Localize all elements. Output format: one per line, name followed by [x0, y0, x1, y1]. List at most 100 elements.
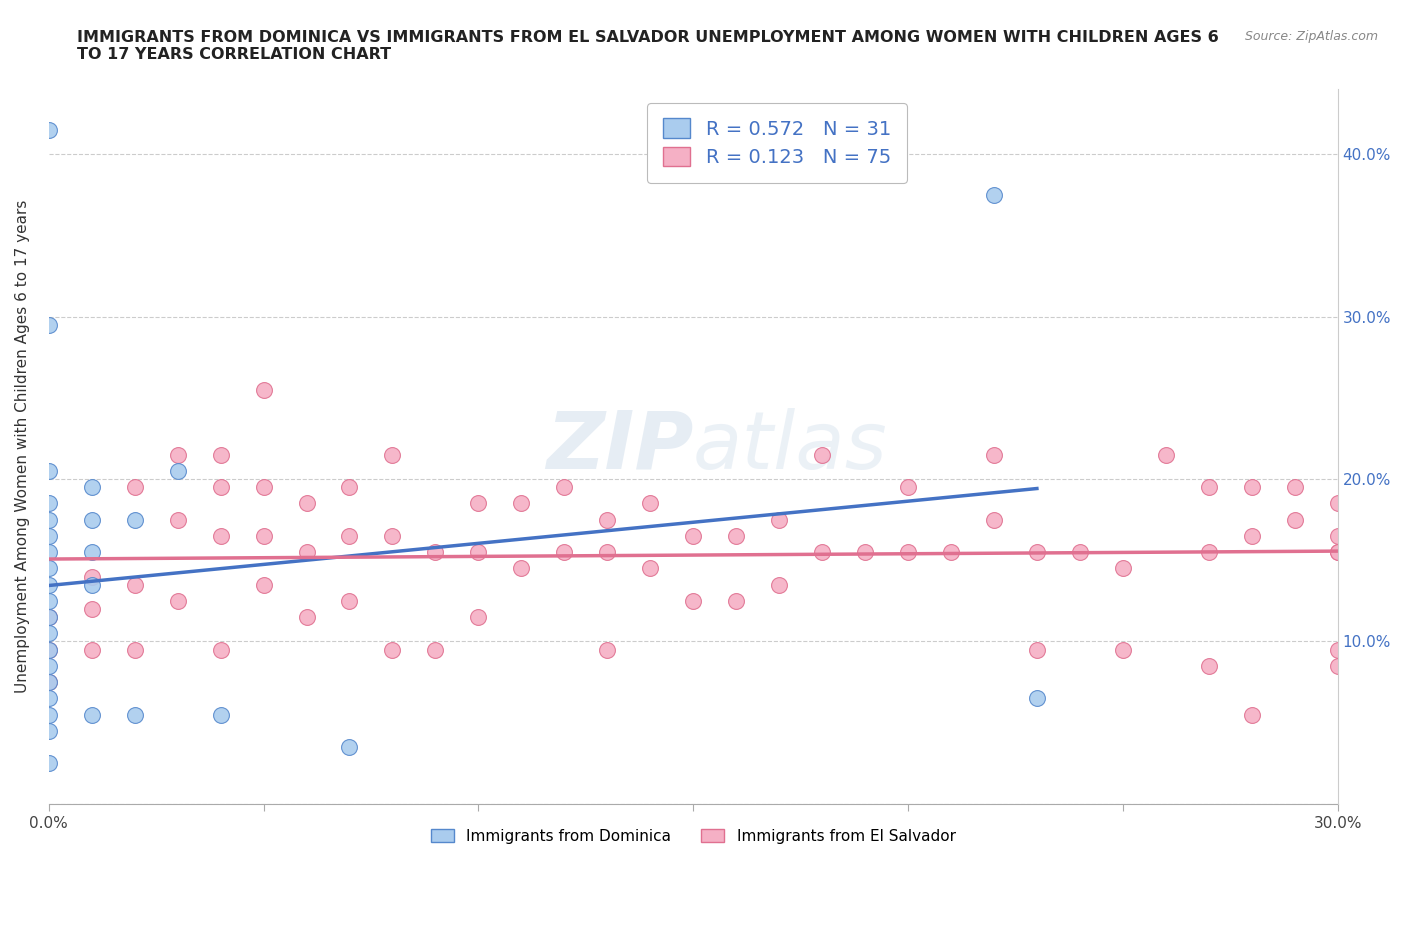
Point: [1112, 561, 1135, 576]
Point: [596, 512, 619, 527]
Point: [381, 642, 404, 657]
Point: [467, 496, 489, 511]
Point: [124, 480, 146, 495]
Point: [1326, 496, 1348, 511]
Legend: Immigrants from Dominica, Immigrants from El Salvador: Immigrants from Dominica, Immigrants fro…: [425, 822, 962, 850]
Point: [38, 756, 60, 771]
Point: [510, 561, 533, 576]
Point: [897, 545, 920, 560]
Point: [983, 512, 1005, 527]
Point: [252, 578, 274, 592]
Point: [510, 496, 533, 511]
Point: [252, 382, 274, 397]
Point: [381, 528, 404, 543]
Text: Source: ZipAtlas.com: Source: ZipAtlas.com: [1244, 30, 1378, 43]
Point: [124, 578, 146, 592]
Point: [553, 480, 575, 495]
Point: [682, 528, 704, 543]
Point: [467, 610, 489, 625]
Point: [1326, 528, 1348, 543]
Point: [1326, 545, 1348, 560]
Point: [38, 545, 60, 560]
Point: [1025, 691, 1047, 706]
Point: [725, 593, 748, 608]
Point: [38, 593, 60, 608]
Point: [38, 691, 60, 706]
Point: [38, 707, 60, 722]
Point: [596, 545, 619, 560]
Point: [209, 447, 232, 462]
Point: [80, 707, 103, 722]
Point: [295, 610, 318, 625]
Point: [38, 642, 60, 657]
Point: [38, 512, 60, 527]
Point: [295, 545, 318, 560]
Point: [1198, 658, 1220, 673]
Point: [38, 496, 60, 511]
Text: IMMIGRANTS FROM DOMINICA VS IMMIGRANTS FROM EL SALVADOR UNEMPLOYMENT AMONG WOMEN: IMMIGRANTS FROM DOMINICA VS IMMIGRANTS F…: [77, 30, 1219, 62]
Point: [1240, 480, 1263, 495]
Point: [166, 593, 188, 608]
Point: [166, 512, 188, 527]
Point: [1198, 480, 1220, 495]
Point: [1284, 512, 1306, 527]
Point: [1154, 447, 1177, 462]
Point: [1326, 545, 1348, 560]
Point: [1112, 642, 1135, 657]
Point: [38, 724, 60, 738]
Point: [38, 610, 60, 625]
Point: [124, 512, 146, 527]
Point: [939, 545, 962, 560]
Point: [80, 569, 103, 584]
Point: [252, 528, 274, 543]
Point: [295, 496, 318, 511]
Point: [1069, 545, 1091, 560]
Point: [1284, 480, 1306, 495]
Point: [38, 610, 60, 625]
Point: [80, 642, 103, 657]
Point: [425, 545, 447, 560]
Point: [209, 528, 232, 543]
Point: [638, 496, 661, 511]
Point: [124, 642, 146, 657]
Point: [38, 317, 60, 332]
Point: [38, 642, 60, 657]
Point: [339, 480, 361, 495]
Point: [682, 593, 704, 608]
Point: [768, 578, 790, 592]
Point: [596, 642, 619, 657]
Text: atlas: atlas: [693, 407, 889, 485]
Point: [80, 480, 103, 495]
Point: [425, 642, 447, 657]
Point: [252, 480, 274, 495]
Point: [1240, 528, 1263, 543]
Point: [1326, 642, 1348, 657]
Point: [467, 545, 489, 560]
Point: [853, 545, 876, 560]
Point: [166, 463, 188, 478]
Point: [209, 480, 232, 495]
Point: [638, 561, 661, 576]
Point: [80, 602, 103, 617]
Point: [38, 463, 60, 478]
Point: [38, 674, 60, 689]
Point: [811, 545, 834, 560]
Point: [80, 578, 103, 592]
Point: [725, 528, 748, 543]
Point: [1025, 642, 1047, 657]
Point: [339, 593, 361, 608]
Point: [811, 447, 834, 462]
Point: [166, 447, 188, 462]
Point: [339, 528, 361, 543]
Point: [124, 707, 146, 722]
Point: [1326, 658, 1348, 673]
Point: [1025, 545, 1047, 560]
Point: [38, 123, 60, 138]
Point: [983, 447, 1005, 462]
Point: [1240, 707, 1263, 722]
Point: [38, 528, 60, 543]
Point: [38, 658, 60, 673]
Point: [897, 480, 920, 495]
Point: [339, 739, 361, 754]
Point: [38, 578, 60, 592]
